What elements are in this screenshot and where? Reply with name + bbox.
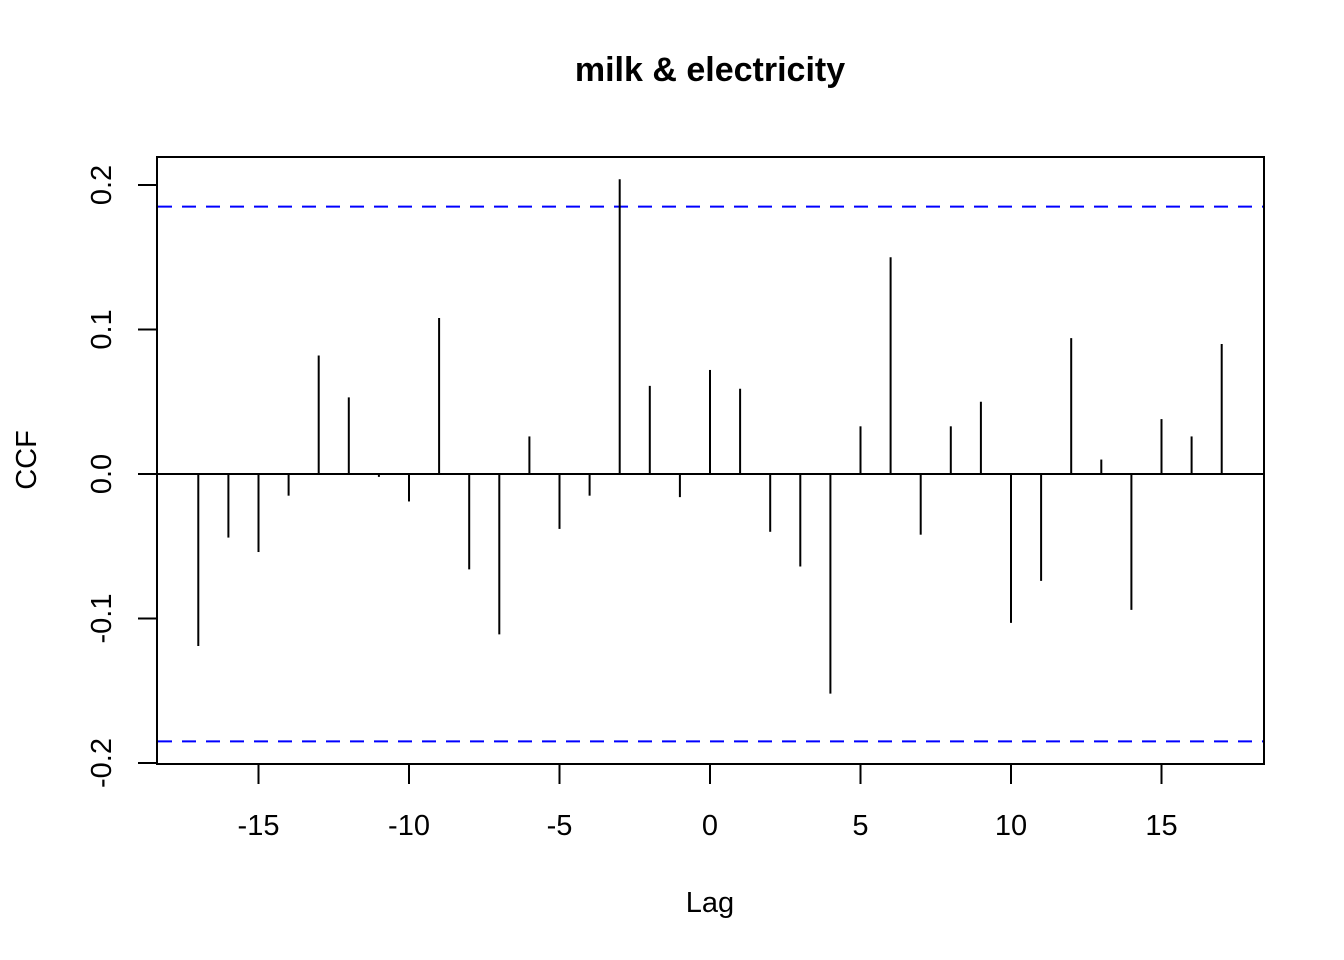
y-tick-label: -0.2: [86, 738, 118, 788]
y-tick-label: -0.1: [86, 594, 118, 644]
x-tick-label: -5: [547, 810, 573, 842]
x-tick-label: 5: [852, 810, 868, 842]
x-tick-label: -15: [238, 810, 280, 842]
chart-title: milk & electricity: [575, 51, 845, 89]
x-axis-label: Lag: [686, 887, 734, 919]
x-tick-label: 15: [1145, 810, 1177, 842]
y-axis: -0.2 -0.1 0.0 0.1 0.2: [86, 165, 158, 788]
y-tick-label: 0.0: [86, 454, 118, 494]
ccf-spikes: [197, 179, 1223, 694]
x-tick-label: 10: [995, 810, 1027, 842]
x-tick-label: -10: [388, 810, 430, 842]
confidence-bounds: [158, 205, 1263, 743]
x-axis: -15 -10 -5 0 5 10 15: [238, 763, 1178, 842]
y-tick-label: 0.2: [86, 165, 118, 205]
y-axis-label: CCF: [11, 430, 43, 490]
y-tick-label: 0.1: [86, 309, 118, 349]
x-tick-label: 0: [702, 810, 718, 842]
